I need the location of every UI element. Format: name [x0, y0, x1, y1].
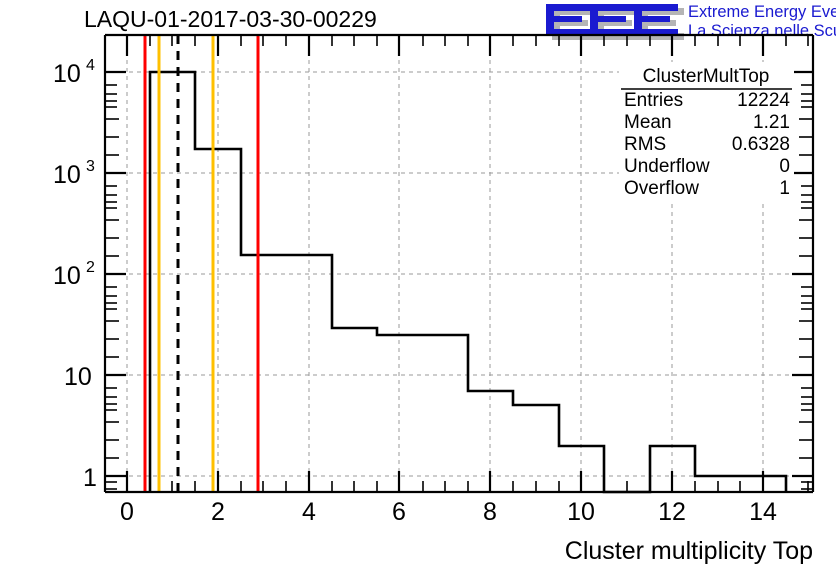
stats-title: ClusterMultTop	[643, 66, 770, 87]
y-tick-label-10: 10	[64, 363, 92, 391]
x-tick-label-6: 6	[392, 498, 406, 526]
grid-lines	[105, 60, 813, 492]
stats-value-underflow: 0	[779, 156, 790, 177]
plot-title: LAQU-01-2017-03-30-00229	[84, 6, 377, 32]
stats-value-entries: 12224	[737, 90, 790, 111]
logo-e-shadow-group	[552, 8, 684, 40]
stats-box-background	[619, 62, 794, 204]
x-tick-label-4: 4	[302, 498, 316, 526]
y-tick-label-1e3: 10 3	[53, 158, 95, 189]
x-tick-label-2: 2	[211, 498, 225, 526]
x-tick-labels: 0 2 4 6 8 10 12 14	[120, 498, 777, 526]
stats-label-rms: RMS	[624, 134, 666, 155]
stats-label-mean: Mean	[624, 112, 672, 133]
x-tick-label-12: 12	[658, 498, 686, 526]
stats-row: Underflow 0	[624, 156, 790, 177]
x-axis-ticks	[125, 35, 809, 492]
logo-e-front-group	[546, 4, 678, 36]
stats-row: Mean 1.21	[624, 112, 790, 133]
y-axis-ticks	[105, 70, 813, 490]
histogram-outline	[148, 70, 788, 494]
y-tick-label-1: 1	[83, 464, 97, 492]
svg-text:3: 3	[86, 158, 95, 175]
x-tick-label-8: 8	[483, 498, 497, 526]
y-tick-label-1e4: 10 4	[53, 57, 95, 88]
stats-row: RMS 0.6328	[624, 134, 790, 155]
svg-text:4: 4	[86, 57, 95, 74]
x-axis-title: Cluster multiplicity Top	[565, 537, 813, 565]
logo-line1: Extreme Energy Events	[688, 3, 836, 21]
x-tick-label-10: 10	[567, 498, 595, 526]
stats-label-entries: Entries	[624, 90, 683, 111]
stats-row: Overflow 1	[624, 178, 790, 199]
x-tick-label-14: 14	[749, 498, 777, 526]
stats-value-overflow: 1	[779, 178, 790, 199]
marker-lines	[143, 35, 260, 492]
stats-row: Entries 12224	[624, 90, 790, 111]
stats-value-mean: 1.21	[753, 112, 790, 133]
x-tick-label-0: 0	[120, 498, 134, 526]
svg-text:10: 10	[53, 60, 81, 88]
stats-value-rms: 0.6328	[732, 134, 790, 155]
svg-text:10: 10	[53, 262, 81, 290]
svg-text:10: 10	[53, 161, 81, 189]
stats-label-underflow: Underflow	[624, 156, 710, 177]
y-tick-label-1e2: 10 2	[53, 259, 95, 290]
y-tick-labels: 10 4 10 3 10 2 10 1	[53, 57, 97, 492]
stats-label-overflow: Overflow	[624, 178, 699, 199]
svg-text:2: 2	[86, 259, 95, 276]
stats-box: ClusterMultTop Entries 12224 Mean 1.21 R…	[619, 62, 794, 204]
